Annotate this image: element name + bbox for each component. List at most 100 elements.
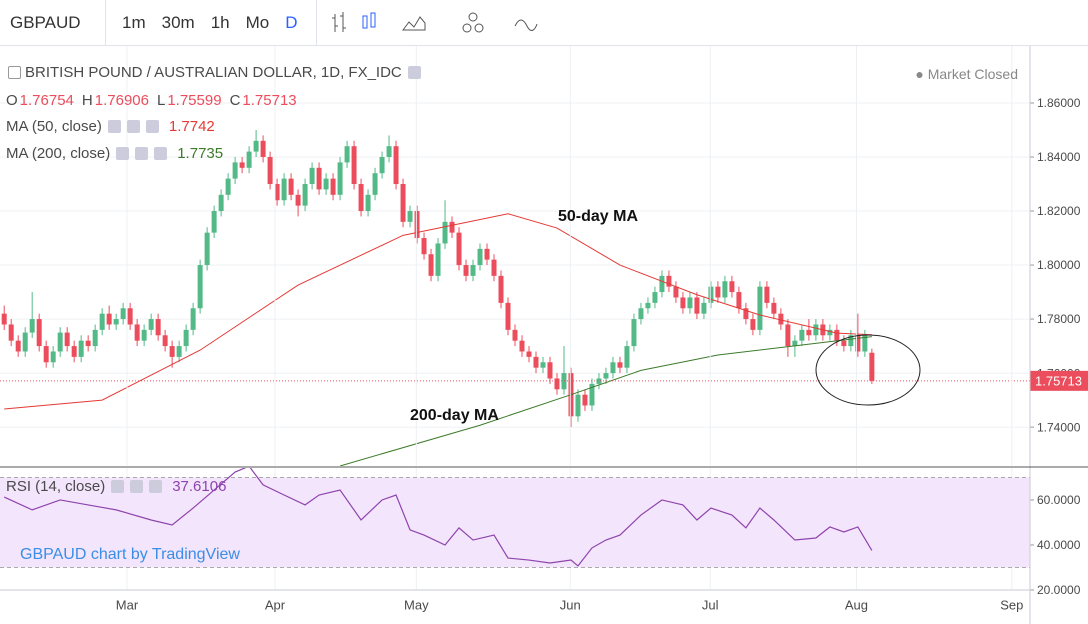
candle-body [610, 362, 616, 374]
candle-body [176, 346, 182, 357]
candle-body [442, 221, 448, 244]
candle-body [771, 302, 777, 314]
candle-body [484, 248, 490, 260]
candle-body [351, 146, 357, 185]
icons [111, 480, 125, 493]
legend-value: 37.6106 [172, 478, 227, 495]
x-tick-label: Aug [845, 597, 868, 612]
candle-body [855, 335, 861, 352]
ohlc-label: L [156, 92, 166, 109]
candle-body [295, 194, 301, 206]
candle-body [729, 281, 735, 293]
x-tick-label: Jun [560, 597, 581, 612]
candle-body [582, 394, 588, 406]
toolbar: GBPAUD 1m 30m 1h Mo D [0, 0, 1088, 46]
icons [154, 147, 168, 160]
candle-body [687, 297, 693, 309]
candle-body [806, 329, 812, 336]
icons [116, 147, 130, 160]
interval-button[interactable]: Mo [245, 12, 270, 32]
candle-body [288, 178, 294, 195]
y-tick-label: 1.80000 [1037, 258, 1081, 272]
candle-body [715, 286, 721, 298]
candle-body [813, 324, 819, 336]
candle-body [722, 281, 728, 298]
candle-body [50, 351, 56, 363]
candle-body [113, 319, 119, 325]
watermark: GBPAUD chart by TradingView [20, 546, 240, 563]
symbol[interactable]: GBPAUD [0, 0, 106, 46]
interval-button[interactable]: D [285, 12, 298, 32]
candle-body [260, 140, 266, 158]
candle-body [246, 151, 252, 168]
candle-body [498, 275, 504, 303]
candle-body [708, 286, 714, 303]
y-tick-label: 1.84000 [1037, 150, 1081, 164]
y-tick-label: 40.0000 [1037, 538, 1081, 552]
candle-body [589, 383, 595, 406]
candle-body [435, 243, 441, 276]
candle-body [666, 275, 672, 287]
line-series [3, 468, 873, 567]
candle-body [218, 194, 224, 212]
candle-body [323, 178, 329, 190]
candle-body [344, 146, 350, 163]
candle-body [134, 324, 140, 341]
last-price-label: 1.75713 [1035, 373, 1082, 388]
ohlc-value: 1.76906 [94, 92, 149, 109]
candle-body [15, 340, 21, 352]
icons [149, 480, 163, 493]
candle-body [57, 332, 63, 352]
candle-body [554, 378, 560, 390]
candle-body [190, 308, 196, 330]
x-tick-label: Mar [116, 597, 139, 612]
candle-body [64, 332, 70, 347]
candle-body [267, 157, 273, 185]
ohlc-label: H [81, 92, 93, 109]
candle-body [638, 308, 644, 320]
candle-body [477, 248, 483, 266]
y-tick-label: 1.74000 [1037, 420, 1081, 434]
interval-button[interactable]: 30m [161, 12, 195, 32]
ma-legend: MA (50, close) 1.7742 [6, 118, 215, 135]
toolbar-icons[interactable] [327, 8, 507, 38]
separator [315, 0, 317, 46]
ohlc-label: C [229, 92, 241, 109]
line-series [4, 213, 872, 410]
candle-body [428, 254, 434, 276]
interval-button[interactable]: 1h [210, 12, 230, 32]
candle-body [547, 362, 553, 379]
interval-button[interactable]: 1m [122, 12, 146, 32]
candle-body [750, 319, 756, 330]
candle-body [386, 146, 392, 158]
candle-body [43, 346, 49, 363]
candle-body [827, 329, 833, 336]
candle-body [71, 346, 77, 357]
legend-name: MA (50, close) [6, 118, 102, 135]
candle-body [505, 302, 511, 330]
annotation: 50-day MA [558, 208, 639, 225]
candle-body [127, 308, 133, 325]
candle-body [8, 324, 14, 341]
candle-body [225, 178, 231, 195]
axes: 1.860001.840001.820001.800001.780001.760… [116, 96, 1088, 612]
candle-body [575, 394, 581, 417]
candle-body [512, 329, 518, 341]
candle-body [631, 319, 637, 347]
candle-body [239, 162, 245, 168]
candle-body [673, 286, 679, 298]
candle-body [645, 302, 651, 309]
candle-body [183, 329, 189, 347]
candle-body [330, 178, 336, 195]
icons [135, 147, 149, 160]
x-tick-label: Sep [1000, 597, 1023, 612]
candle-body [155, 319, 161, 336]
ma-legend: MA (200, close) 1.7735 [6, 145, 223, 162]
candle-body [281, 178, 287, 201]
candle-body [120, 308, 126, 320]
compare-icon[interactable] [507, 8, 547, 38]
candle-body [78, 340, 84, 357]
y-tick-label: 1.82000 [1037, 204, 1081, 218]
candle-body [162, 335, 168, 347]
